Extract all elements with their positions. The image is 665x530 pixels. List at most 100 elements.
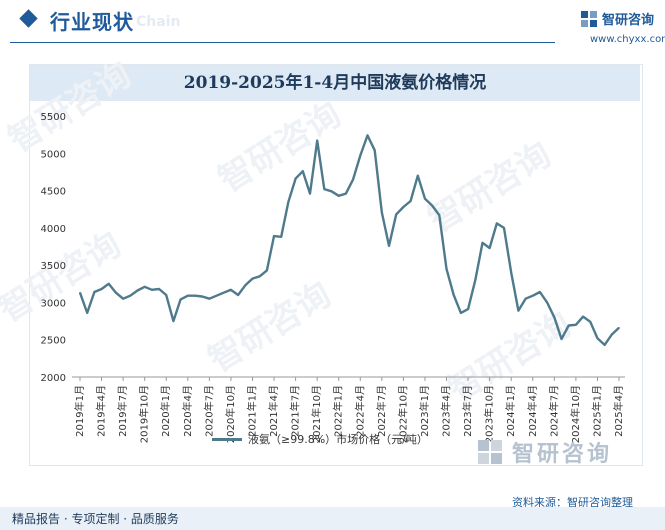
data-point [474,279,477,281]
data-point [488,247,491,249]
data-point [539,291,541,293]
footer-brand-name: 智研咨询 [512,442,613,467]
y-tick-label: 3000 [41,298,66,309]
y-tick-label: 4000 [41,224,66,235]
data-point [452,294,455,296]
data-point [481,242,484,244]
x-tick-label: 2019年4月 [95,385,108,437]
data-point [388,245,390,247]
data-point [546,301,548,304]
chart-frame [29,64,643,466]
data-point [323,188,326,190]
x-tick-label: 2019年7月 [116,385,129,437]
data-point [151,289,153,291]
x-tick-label: 2024年4月 [526,385,539,437]
data-point [352,178,354,181]
data-point [244,284,247,287]
header-divider [10,42,555,43]
y-tick-label: 2000 [41,373,66,384]
data-point [194,294,196,297]
data-point [589,321,592,323]
data-point [107,283,110,285]
page-header: 行业现状 Chain 智研咨询 www.chyxx.com [0,0,665,45]
data-point [93,291,96,293]
data-point [330,190,333,193]
data-point [208,297,211,300]
data-point [237,294,239,296]
x-tick-label: 2020年10月 [224,385,237,443]
data-point [560,338,563,340]
data-point [280,236,283,238]
y-tick-label: 4500 [41,187,66,198]
data-point [445,268,448,270]
data-point [603,344,606,346]
data-point [373,149,376,152]
data-point [165,294,167,296]
y-tick-label: 2500 [41,336,66,347]
x-tick-label: 2025年1月 [590,385,603,437]
brand-icon [581,11,597,27]
x-tick-label: 2023年10月 [483,385,496,443]
x-tick-label: 2022年4月 [353,385,366,437]
x-tick-label: 2023年4月 [440,385,453,437]
x-tick-label: 2019年1月 [73,385,86,437]
data-point [316,139,319,142]
data-point [381,211,383,213]
data-point [575,324,577,326]
data-point [611,333,613,336]
section-title: 行业现状 [50,10,134,34]
data-point [460,312,462,314]
x-tick-label: 2022年7月 [375,385,388,437]
data-point [567,324,570,327]
data-point [79,291,81,294]
data-point [417,174,419,177]
data-point [287,201,290,203]
data-point [503,227,505,229]
data-point [115,291,117,294]
data-point [266,269,268,272]
x-tick-label: 2020年4月 [181,385,194,437]
x-tick-label: 2021年7月 [289,385,302,437]
series-line [78,134,620,347]
data-point [251,277,254,280]
chart-title-band: 2019-2025年1-4月中国液氨价格情况 [30,65,640,101]
data-point [100,288,103,290]
data-point [302,170,304,172]
x-tick-label: 2024年7月 [547,385,560,437]
chart-legend: 液氨（≥99.8%）市场价格（元/吨） [212,431,512,447]
legend-swatch [212,438,242,441]
data-point [172,320,175,322]
x-tick-label: 2020年7月 [202,385,215,437]
data-point [532,294,534,297]
chart-title: 2019-2025年1-4月中国液氨价格情况 [183,73,487,93]
data-point [230,289,232,291]
data-point [431,204,433,207]
data-point [345,192,347,195]
footer-band: 精品报告 · 专项定制 · 品质服务 [0,507,665,530]
x-tick-label: 2020年1月 [159,385,172,437]
data-point [359,154,362,157]
data-point [143,286,146,288]
title-watermark: Chain [136,14,181,30]
data-point [258,275,261,278]
data-point [136,289,139,292]
x-tick-label: 2022年1月 [332,385,345,437]
data-source: 资料来源：智研咨询整理 [512,496,633,509]
y-tick-label: 3500 [41,261,66,272]
x-tick-label: 2024年1月 [504,385,517,437]
x-tick-label: 2019年10月 [138,385,151,443]
data-point [86,312,88,314]
footer-services: 精品报告 · 专项定制 · 品质服务 [12,512,179,526]
x-tick-label: 2021年1月 [245,385,258,437]
data-point [129,294,132,297]
data-point [582,315,584,318]
data-point [294,177,297,180]
legend-label: 液氨（≥99.8%）市场价格（元/吨） [248,433,428,446]
x-tick-label: 2023年7月 [461,385,474,437]
brand-url: www.chyxx.com [590,34,665,45]
y-tick-label: 5000 [41,149,66,160]
data-point [409,200,412,202]
logo-icon [478,440,502,464]
data-point [309,192,311,195]
